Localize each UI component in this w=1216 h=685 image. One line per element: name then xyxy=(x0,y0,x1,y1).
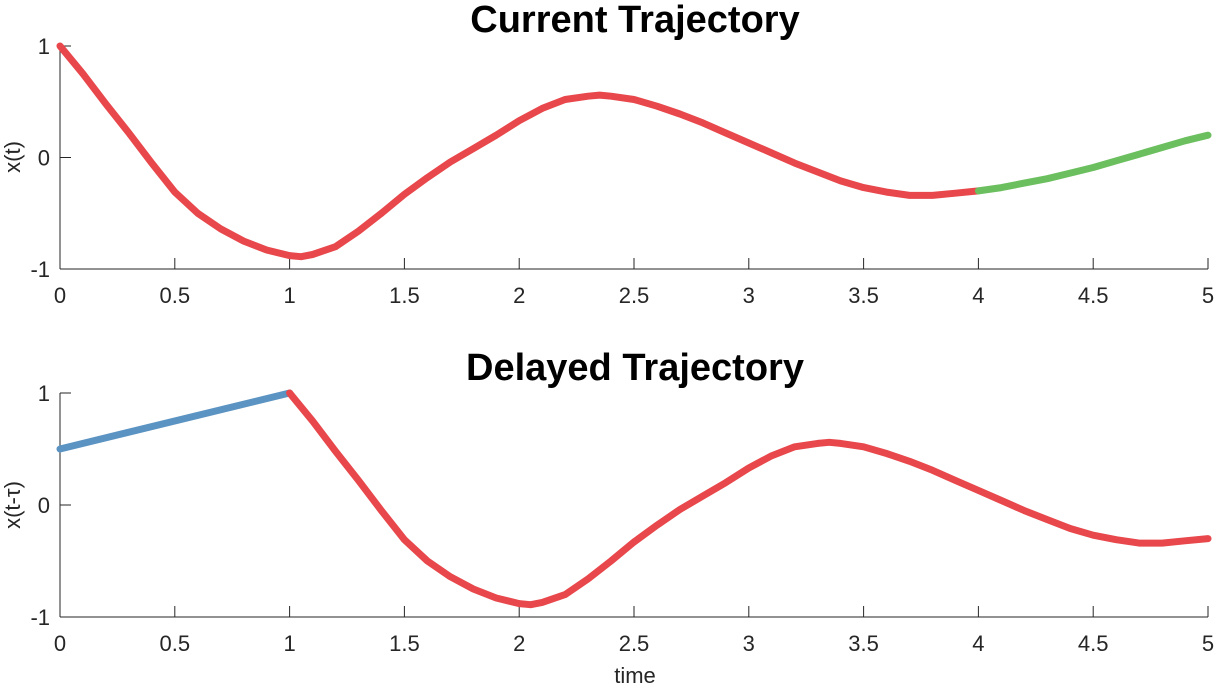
y-tick-label: 0 xyxy=(38,146,50,171)
y-tick-label: -1 xyxy=(30,605,50,630)
series-line-1 xyxy=(56,42,982,261)
plot-area: 0 0.5 1 1.5 2 2.5 3 3.5 4 4.5 5-101 xyxy=(30,34,1214,308)
series-line-1 xyxy=(56,389,294,453)
x-tick-label: 4 xyxy=(972,631,984,656)
y-axis-label: x(t) xyxy=(0,141,25,173)
x-tick-label: 0.5 xyxy=(160,283,191,308)
x-tick-label: 0 xyxy=(54,283,66,308)
x-tick-label: 4.5 xyxy=(1078,631,1109,656)
subplot-current-trajectory: Current Trajectory x(t) 0 0.5 1 1.5 2 2.5 3 3.5… xyxy=(0,0,1214,308)
x-tick-label: 3.5 xyxy=(848,631,879,656)
series-line-2 xyxy=(974,131,1212,195)
x-tick-label: 1 xyxy=(283,283,295,308)
x-tick-label: 0.5 xyxy=(160,631,191,656)
chart-title: Delayed Trajectory xyxy=(466,347,804,389)
x-tick-label: 1 xyxy=(283,631,295,656)
x-tick-label: 1.5 xyxy=(389,283,420,308)
x-tick-label: 2 xyxy=(513,283,525,308)
x-tick-label: 5 xyxy=(1202,283,1214,308)
y-tick-label: 1 xyxy=(38,34,50,59)
x-tick-label: 4 xyxy=(972,283,984,308)
x-tick-label: 2.5 xyxy=(619,631,650,656)
x-tick-label: 0 xyxy=(54,631,66,656)
x-tick-label: 3 xyxy=(743,631,755,656)
y-axis-label: x(t-τ) xyxy=(0,481,25,529)
chart-title: Current Trajectory xyxy=(470,0,799,41)
plot-area: 0 0.5 1 1.5 2 2.5 3 3.5 4 4.5 5-101 xyxy=(30,381,1214,656)
x-tick-label: 1.5 xyxy=(389,631,420,656)
subplot-delayed-trajectory: Delayed Trajectory x(t-τ) time 0 0.5 1 1.5 2… xyxy=(0,347,1214,685)
x-tick-label: 5 xyxy=(1202,631,1214,656)
x-axis-label: time xyxy=(614,663,656,685)
y-tick-label: 0 xyxy=(38,493,50,518)
y-tick-label: 1 xyxy=(38,381,50,406)
series-line-2 xyxy=(286,389,1212,609)
x-tick-label: 3 xyxy=(743,283,755,308)
x-tick-label: 2 xyxy=(513,631,525,656)
y-tick-label: -1 xyxy=(30,257,50,282)
x-tick-label: 3.5 xyxy=(848,283,879,308)
x-tick-label: 2.5 xyxy=(619,283,650,308)
x-tick-label: 4.5 xyxy=(1078,283,1109,308)
